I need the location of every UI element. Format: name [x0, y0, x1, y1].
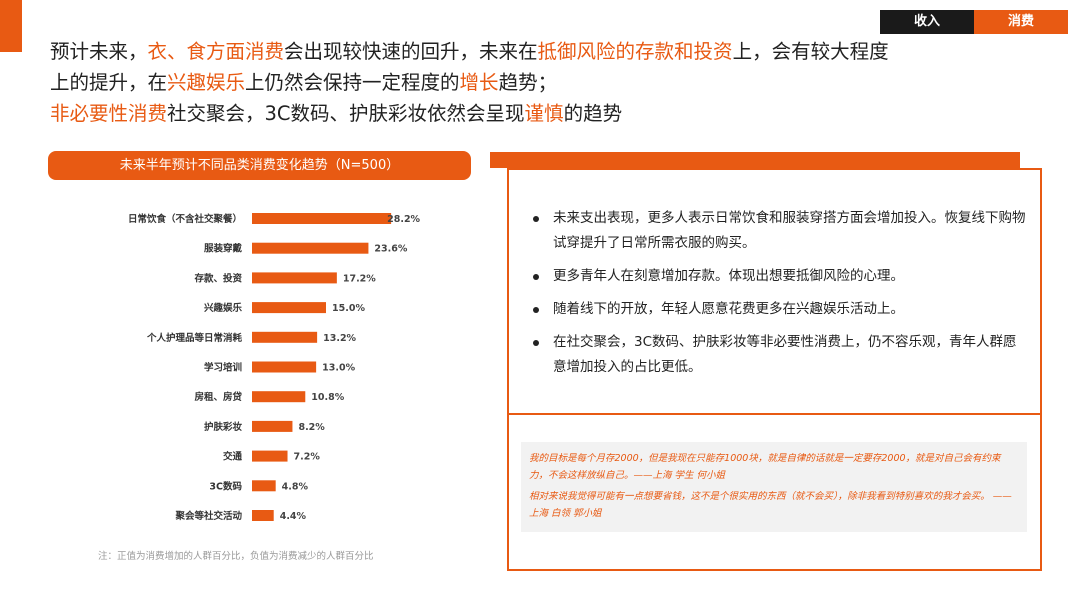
- category-label: 房租、房贷: [194, 391, 242, 403]
- insight-panel: 未来支出表现，更多人表示日常饮食和服装穿搭方面会增加投入。恢复线下购物试穿提升了…: [507, 168, 1042, 571]
- bar: [252, 242, 369, 254]
- quote-box: 我的目标是每个月存2000，但是我现在只能存1000块，就是自律的话就是一定要存…: [521, 442, 1027, 532]
- headline-text: 趋势；: [498, 71, 558, 94]
- bullet-dot-icon: [533, 274, 539, 280]
- headline-highlight: 兴趣娱乐: [167, 71, 246, 94]
- headline-text: 的趋势: [563, 102, 623, 125]
- bar: [252, 272, 337, 284]
- headline-text: 预计未来，: [50, 40, 148, 63]
- chart-title: 未来半年预计不同品类消费变化趋势（N=500）: [48, 151, 471, 180]
- insight-list: 未来支出表现，更多人表示日常饮食和服装穿搭方面会增加投入。恢复线下购物试穿提升了…: [529, 206, 1029, 388]
- value-label: 23.6%: [374, 244, 407, 255]
- insight-divider: [509, 413, 1040, 415]
- value-label: 7.2%: [294, 452, 321, 463]
- headline-highlight: 增长: [459, 71, 499, 94]
- tab-bar: 收入 消费: [880, 10, 1068, 34]
- insight-text: 随着线下的开放，年轻人愿意花费更多在兴趣娱乐活动上。: [553, 301, 904, 317]
- headline-line-2: 上的提升，在兴趣娱乐上仍然会保持一定程度的增长趋势；: [50, 67, 1060, 98]
- headline-text: 社交聚会，3C数码、护肤彩妆依然会呈现: [167, 102, 525, 125]
- headline-text: 会出现较快速的回升，未来在: [284, 40, 538, 63]
- headline-highlight: 谨慎: [524, 102, 564, 125]
- headline-highlight: 非必要性消费: [50, 102, 168, 125]
- bar: [252, 391, 306, 403]
- bar: [252, 331, 318, 343]
- category-label: 存款、投资: [193, 272, 242, 284]
- value-label: 10.8%: [311, 392, 344, 403]
- category-label: 个人护理品等日常消耗: [146, 332, 243, 344]
- tab-income[interactable]: 收入: [880, 10, 974, 34]
- value-label: 4.8%: [282, 481, 309, 492]
- tab-consume[interactable]: 消费: [974, 10, 1068, 34]
- category-label: 兴趣娱乐: [204, 302, 243, 314]
- value-label: 28.2%: [387, 214, 420, 225]
- bar: [252, 510, 274, 521]
- headline-highlight: 衣、食方面消费: [147, 40, 285, 63]
- insight-item: 更多青年人在刻意增加存款。体现出想要抵御风险的心理。: [529, 264, 1029, 289]
- bullet-dot-icon: [533, 307, 539, 313]
- insight-text: 更多青年人在刻意增加存款。体现出想要抵御风险的心理。: [553, 268, 904, 284]
- insight-text: 在社交聚会，3C数码、护肤彩妆等非必要性消费上，仍不容乐观，青年人群愿意增加投入…: [553, 334, 1017, 375]
- bar: [252, 361, 317, 373]
- headline-line-3: 非必要性消费社交聚会，3C数码、护肤彩妆依然会呈现谨慎的趋势: [50, 98, 1060, 129]
- bullet-dot-icon: [533, 216, 539, 222]
- category-label: 3C数码: [209, 480, 242, 492]
- value-label: 15.0%: [332, 303, 365, 314]
- category-label: 聚会等社交活动: [174, 510, 242, 522]
- insight-text: 未来支出表现，更多人表示日常饮食和服装穿搭方面会增加投入。恢复线下购物试穿提升了…: [553, 210, 1026, 251]
- corner-accent: [0, 0, 22, 52]
- headline-text: 上仍然会保持一定程度的: [245, 71, 460, 94]
- bar: [252, 450, 288, 462]
- chart-footnote: 注：正值为消费增加的人群百分比，负值为消费减少的人群百分比: [98, 551, 374, 562]
- headline: 预计未来，衣、食方面消费会出现较快速的回升，未来在抵御风险的存款和投资上，会有较…: [50, 36, 1060, 129]
- headline-text: 上，会有较大程度: [732, 40, 889, 63]
- bar: [252, 302, 326, 314]
- bullet-dot-icon: [533, 340, 539, 346]
- headline-line-1: 预计未来，衣、食方面消费会出现较快速的回升，未来在抵御风险的存款和投资上，会有较…: [50, 36, 1060, 67]
- category-label: 服装穿戴: [204, 243, 243, 255]
- bar: [252, 213, 392, 224]
- insight-panel-accent: [490, 152, 1020, 168]
- interview-quote: 相对来说我觉得可能有一点想要省钱，这不是个很实用的东西（就不会买），除非我看到特…: [529, 491, 1012, 519]
- interview-quote: 我的目标是每个月存2000，但是我现在只能存1000块，就是自律的话就是一定要存…: [529, 453, 1001, 481]
- value-label: 17.2%: [343, 273, 376, 284]
- value-label: 4.4%: [280, 511, 307, 522]
- insight-item: 随着线下的开放，年轻人愿意花费更多在兴趣娱乐活动上。: [529, 297, 1029, 322]
- value-label: 8.2%: [298, 422, 325, 433]
- bar: [252, 480, 276, 492]
- consumption-bar-chart: 日常饮食（不含社交聚餐） 28.2% 服装穿戴 23.6% 存款、投资 17.2% 兴趣娱乐…: [128, 213, 421, 522]
- category-label: 护肤彩妆: [204, 421, 243, 433]
- bar: [252, 420, 293, 432]
- headline-highlight: 抵御风险的存款和投资: [537, 40, 733, 63]
- insight-item: 在社交聚会，3C数码、护肤彩妆等非必要性消费上，仍不容乐观，青年人群愿意增加投入…: [529, 330, 1029, 380]
- insight-item: 未来支出表现，更多人表示日常饮食和服装穿搭方面会增加投入。恢复线下购物试穿提升了…: [529, 206, 1029, 256]
- headline-text: 上的提升，在: [50, 71, 168, 94]
- category-label: 日常饮食（不含社交聚餐）: [128, 213, 242, 225]
- value-label: 13.2%: [323, 333, 356, 344]
- category-label: 交通: [223, 451, 243, 463]
- value-label: 13.0%: [322, 363, 355, 374]
- category-label: 学习培训: [204, 362, 242, 374]
